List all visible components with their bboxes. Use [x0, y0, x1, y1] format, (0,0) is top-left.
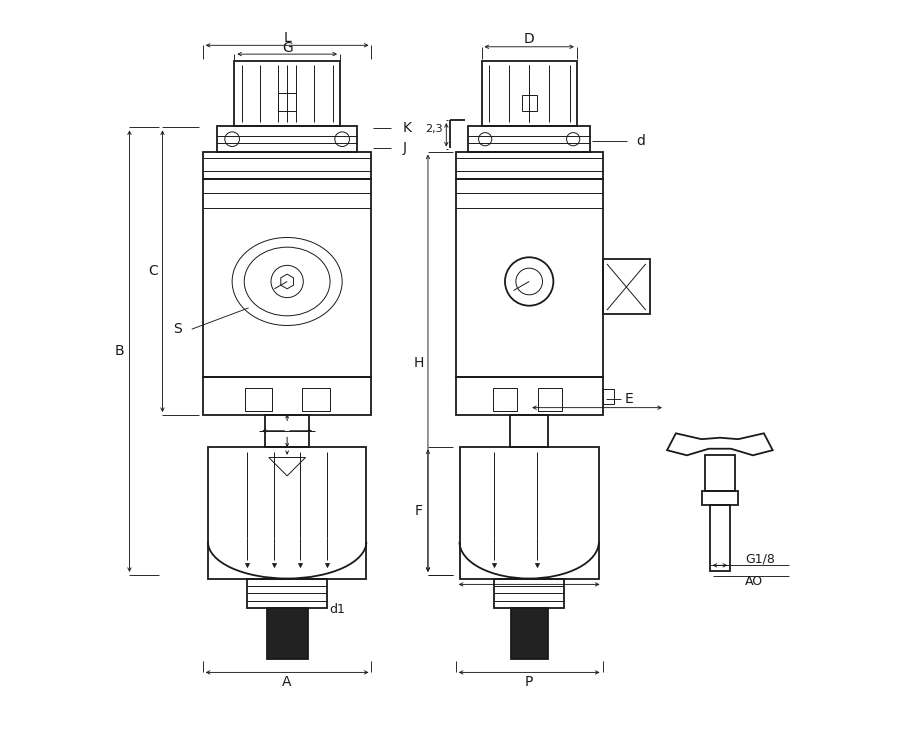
Text: C: C: [148, 265, 158, 278]
Bar: [301, 388, 330, 412]
Text: G1/8: G1/8: [744, 553, 775, 566]
Text: AO: AO: [744, 575, 763, 588]
Text: E: E: [625, 392, 633, 406]
Bar: [208, 446, 367, 579]
Bar: [203, 179, 371, 377]
Bar: [469, 126, 590, 151]
Text: F: F: [414, 504, 423, 518]
Bar: [482, 61, 577, 126]
Bar: [244, 388, 272, 412]
Text: S: S: [174, 322, 182, 336]
Text: d1: d1: [330, 603, 346, 616]
Text: D: D: [524, 33, 535, 47]
Bar: [494, 579, 564, 608]
Bar: [234, 61, 340, 126]
Bar: [522, 95, 537, 112]
Bar: [278, 93, 296, 112]
Bar: [203, 377, 371, 415]
Bar: [705, 455, 734, 491]
Text: d: d: [636, 134, 645, 148]
Bar: [456, 179, 603, 377]
Text: 2,3: 2,3: [425, 124, 443, 134]
Bar: [203, 151, 371, 179]
Text: J: J: [403, 141, 406, 155]
Text: B: B: [115, 344, 125, 358]
Text: G: G: [282, 41, 292, 55]
Bar: [709, 505, 730, 571]
Text: K: K: [403, 121, 412, 135]
Text: A: A: [282, 675, 292, 689]
Bar: [701, 491, 738, 505]
Bar: [511, 608, 548, 659]
Bar: [493, 388, 516, 412]
Bar: [218, 126, 357, 151]
Bar: [266, 415, 309, 446]
Bar: [460, 446, 599, 579]
Bar: [510, 415, 549, 446]
Bar: [603, 389, 614, 404]
Bar: [456, 377, 603, 415]
Bar: [603, 259, 651, 315]
Text: P: P: [525, 675, 533, 689]
Text: L: L: [283, 31, 291, 45]
Bar: [267, 608, 308, 659]
Bar: [247, 579, 327, 608]
Bar: [456, 151, 603, 179]
Bar: [538, 388, 562, 412]
Text: H: H: [414, 356, 424, 370]
